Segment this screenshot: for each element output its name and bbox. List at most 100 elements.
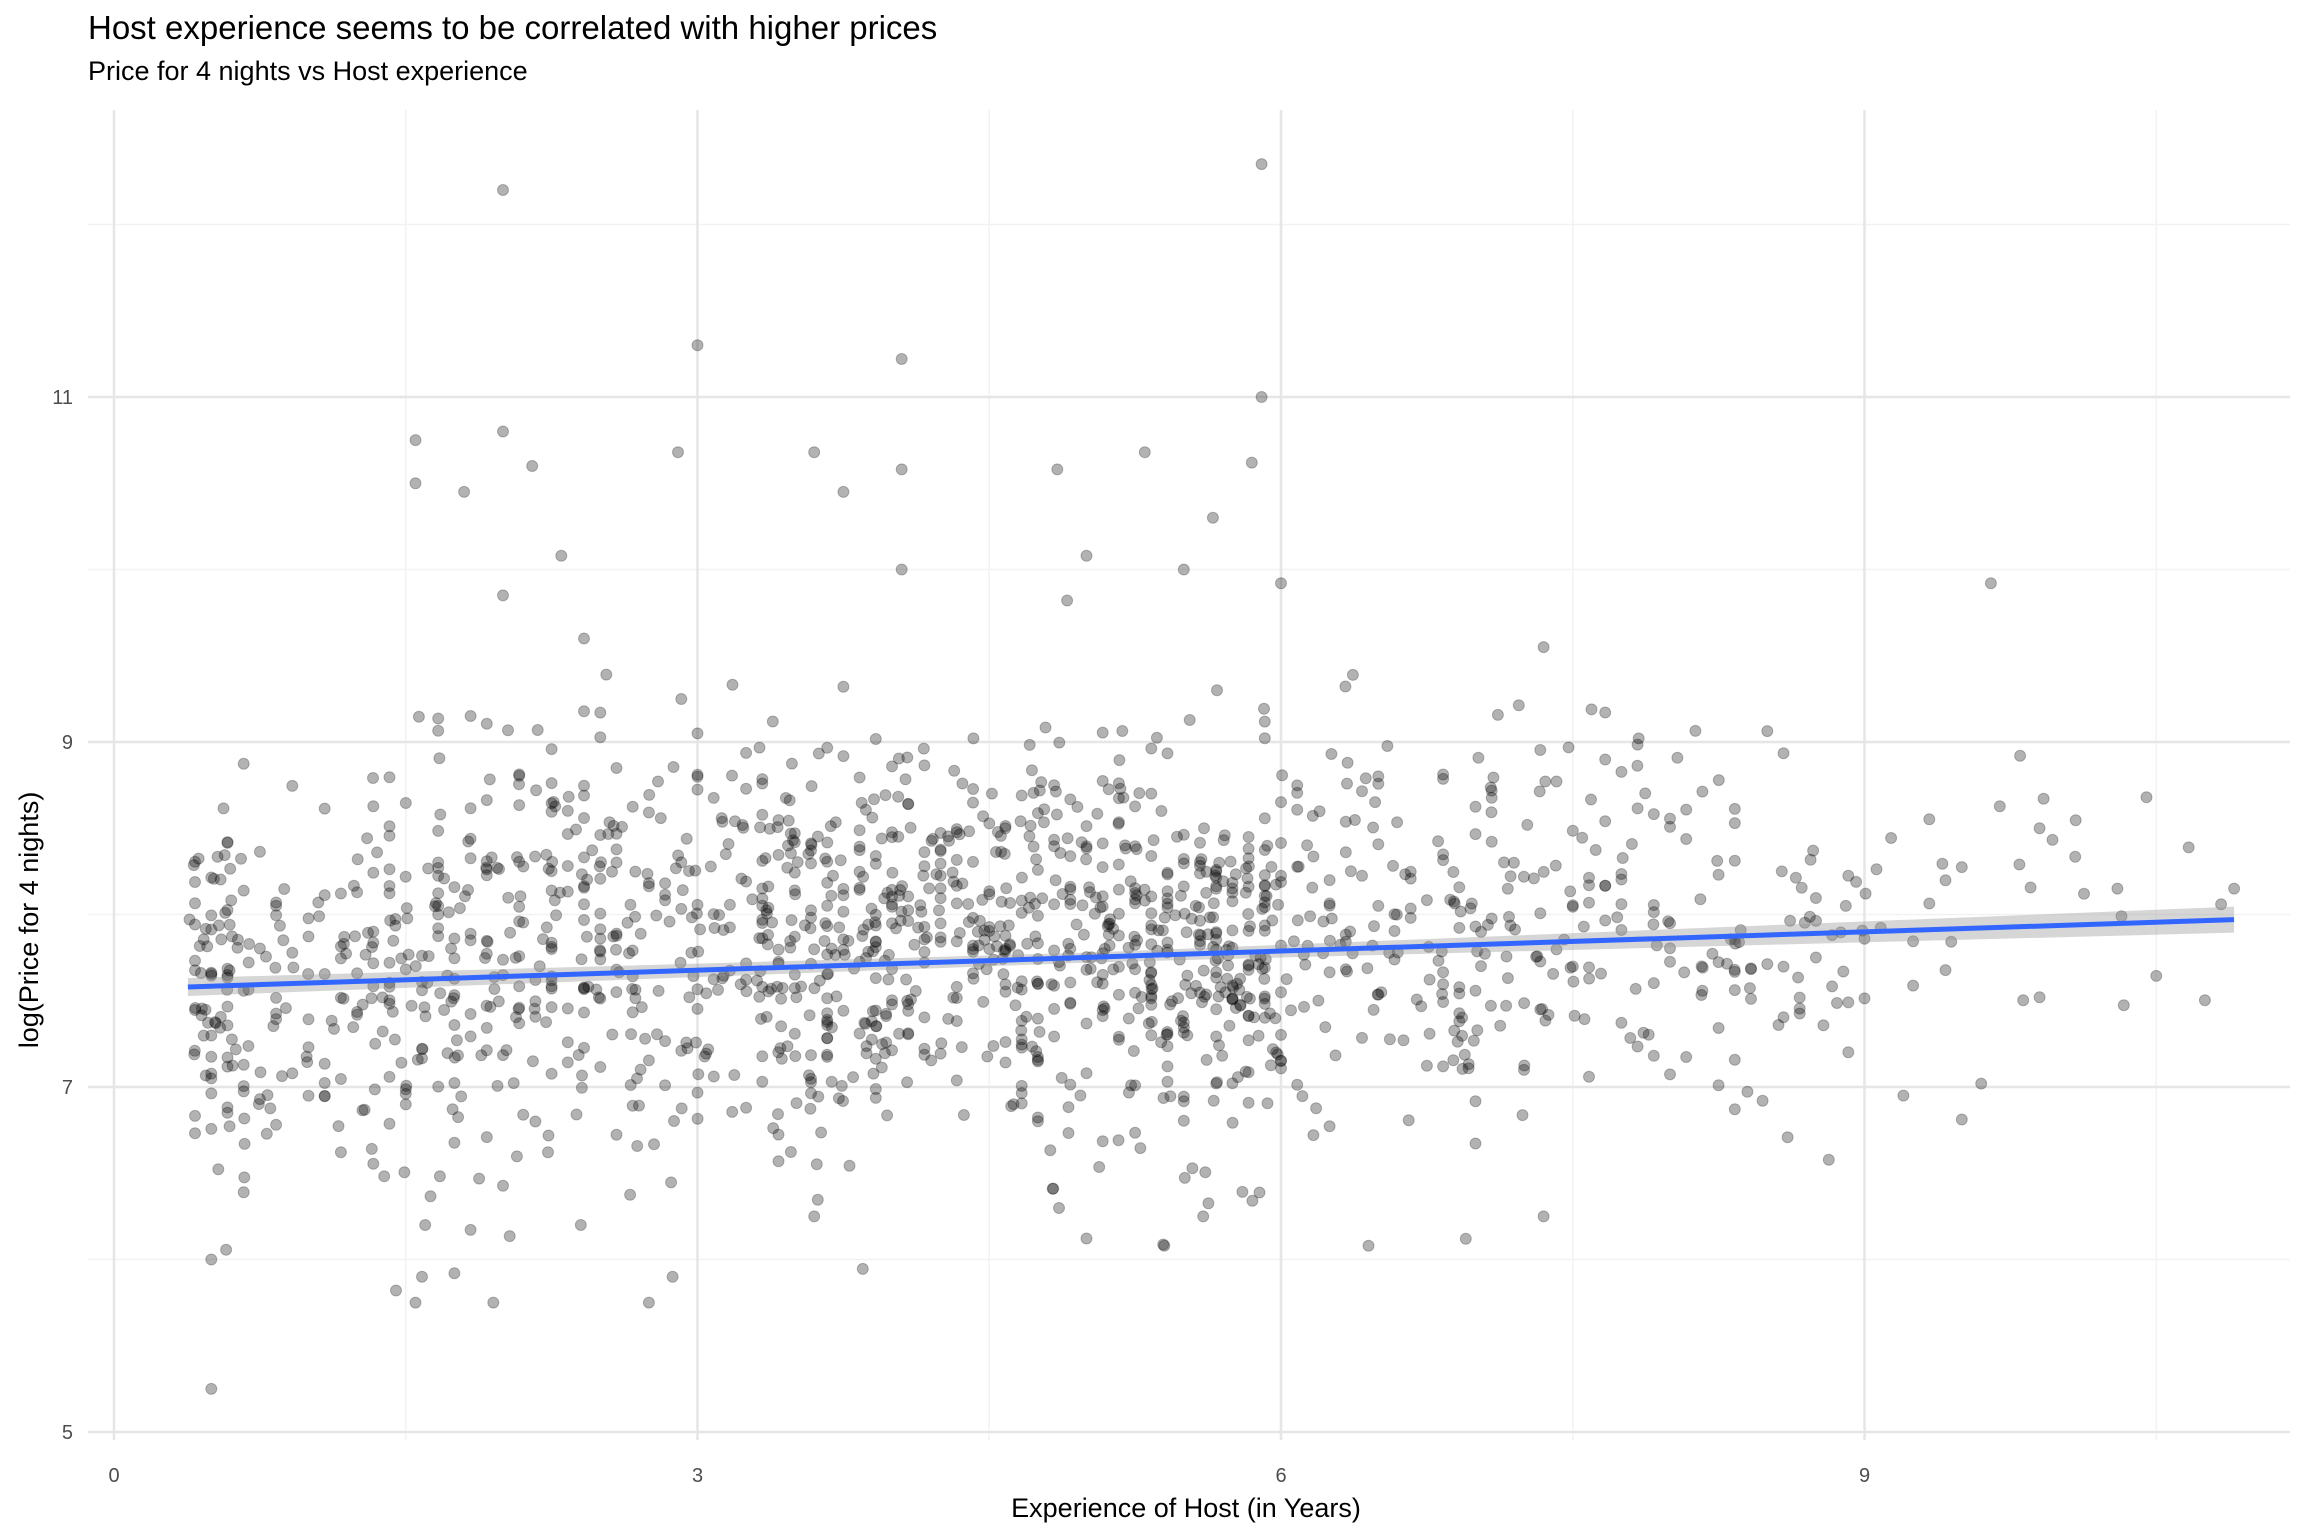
data-point bbox=[1226, 924, 1239, 937]
data-point bbox=[1160, 1028, 1173, 1041]
data-point bbox=[1031, 975, 1043, 988]
data-point bbox=[253, 942, 266, 955]
data-point bbox=[497, 589, 509, 602]
data-point bbox=[1132, 1002, 1145, 1015]
data-point bbox=[432, 887, 445, 900]
data-point bbox=[464, 1223, 477, 1236]
data-point bbox=[221, 836, 234, 849]
data-point bbox=[517, 860, 530, 873]
data-point bbox=[987, 1040, 1000, 1052]
data-point bbox=[205, 1029, 218, 1042]
data-point bbox=[642, 1054, 655, 1067]
data-point bbox=[1015, 871, 1028, 884]
data-point bbox=[1678, 966, 1691, 979]
data-point bbox=[399, 963, 412, 976]
data-point bbox=[243, 938, 256, 950]
data-point bbox=[1177, 880, 1190, 893]
data-point bbox=[1296, 1090, 1309, 1103]
data-point bbox=[1185, 912, 1198, 925]
data-point bbox=[1015, 975, 1028, 988]
data-point bbox=[712, 983, 724, 996]
data-point bbox=[302, 1041, 315, 1054]
data-point bbox=[1464, 902, 1477, 915]
data-point bbox=[1375, 986, 1388, 999]
data-point bbox=[760, 1010, 773, 1023]
data-point bbox=[400, 1079, 413, 1092]
data-point bbox=[1664, 1068, 1676, 1081]
data-point bbox=[1372, 777, 1385, 790]
data-point bbox=[1372, 899, 1385, 912]
data-point bbox=[2140, 791, 2153, 804]
data-point bbox=[1061, 832, 1074, 845]
data-point bbox=[502, 724, 514, 737]
data-point bbox=[902, 798, 915, 811]
data-point bbox=[1161, 747, 1174, 760]
data-point bbox=[1161, 866, 1174, 879]
data-point bbox=[452, 1049, 464, 1062]
data-point bbox=[212, 1163, 225, 1176]
data-point bbox=[1291, 914, 1304, 927]
data-point bbox=[1133, 787, 1146, 800]
data-point bbox=[1112, 1134, 1125, 1147]
data-point bbox=[886, 760, 898, 773]
data-point bbox=[578, 880, 590, 893]
data-point bbox=[1448, 897, 1461, 910]
data-point bbox=[590, 983, 603, 996]
data-point bbox=[894, 914, 907, 927]
data-point bbox=[1044, 1144, 1057, 1157]
data-point bbox=[1712, 956, 1725, 969]
data-point bbox=[1210, 926, 1223, 939]
data-point bbox=[722, 838, 735, 850]
data-point bbox=[1615, 765, 1628, 778]
data-point bbox=[1203, 911, 1216, 924]
data-point bbox=[448, 1136, 461, 1149]
data-point bbox=[967, 967, 979, 980]
data-point bbox=[808, 943, 821, 956]
data-point bbox=[509, 951, 522, 964]
data-point bbox=[2198, 994, 2211, 1007]
data-point bbox=[1158, 911, 1171, 924]
data-point bbox=[545, 777, 558, 790]
data-point bbox=[825, 1075, 838, 1088]
data-point bbox=[1664, 820, 1676, 833]
data-point bbox=[811, 1193, 824, 1206]
data-point bbox=[286, 779, 299, 792]
data-point bbox=[918, 860, 931, 873]
data-point bbox=[1096, 1135, 1109, 1148]
data-point bbox=[1226, 882, 1239, 895]
data-point bbox=[1093, 1161, 1106, 1173]
data-point bbox=[513, 950, 526, 963]
data-point bbox=[691, 1002, 704, 1015]
data-point bbox=[837, 889, 850, 902]
data-point bbox=[821, 1048, 834, 1061]
data-point bbox=[195, 1002, 208, 1015]
data-point bbox=[513, 900, 526, 913]
data-point bbox=[1048, 840, 1061, 853]
data-point bbox=[1231, 1071, 1244, 1084]
data-point bbox=[1258, 990, 1271, 1003]
data-point bbox=[226, 1059, 239, 1072]
data-point bbox=[967, 855, 979, 868]
data-point bbox=[221, 836, 234, 849]
data-point bbox=[763, 822, 776, 835]
data-point bbox=[510, 1150, 523, 1163]
data-point bbox=[300, 1050, 313, 1063]
data-point bbox=[416, 1270, 428, 1283]
data-point bbox=[453, 902, 466, 915]
data-point bbox=[199, 922, 212, 935]
data-point bbox=[674, 956, 687, 969]
data-point bbox=[950, 853, 963, 866]
data-point bbox=[740, 746, 753, 759]
data-point bbox=[578, 705, 590, 718]
data-point bbox=[1339, 963, 1352, 976]
data-point bbox=[238, 1171, 251, 1184]
data-point bbox=[1031, 977, 1044, 990]
data-point bbox=[983, 943, 996, 955]
data-point bbox=[862, 945, 875, 958]
data-point bbox=[1064, 883, 1077, 896]
data-point bbox=[383, 956, 396, 969]
data-point bbox=[735, 872, 748, 885]
data-point bbox=[1096, 837, 1109, 850]
data-point bbox=[680, 832, 693, 845]
